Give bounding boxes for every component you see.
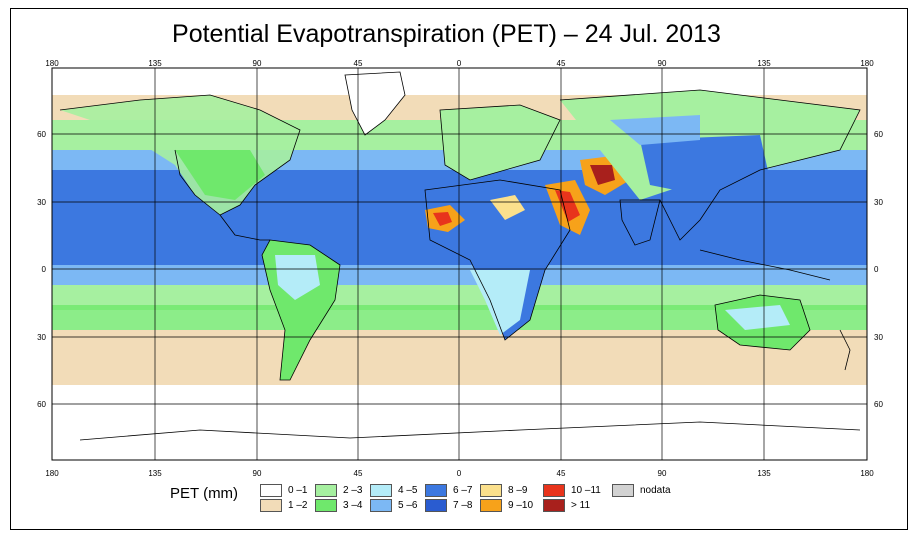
legend-item: 1 –2: [260, 499, 307, 512]
legend-swatch: [370, 499, 392, 512]
lat-tick-right: 30: [874, 198, 883, 207]
lat-tick-right: 60: [874, 400, 883, 409]
legend-swatch: [612, 484, 634, 497]
lon-tick-bottom: 180: [45, 469, 59, 478]
lon-tick-bottom: 0: [457, 469, 462, 478]
legend-item: 8 –9: [480, 484, 527, 497]
legend-swatch: [543, 484, 565, 497]
legend-item: nodata: [612, 484, 671, 497]
legend-label: 2 –3: [343, 485, 363, 496]
legend-item: 6 –7: [425, 484, 472, 497]
legend-label: 10 –11: [571, 485, 601, 496]
legend-item: 10 –11: [543, 484, 601, 497]
lon-tick-top: 135: [148, 59, 162, 68]
lon-tick-bottom: 90: [658, 469, 667, 478]
lat-tick-right: 0: [874, 265, 879, 274]
legend-label: nodata: [640, 485, 671, 496]
legend-item: 9 –10: [480, 499, 533, 512]
lon-tick-bottom: 180: [860, 469, 874, 478]
legend-swatch: [315, 499, 337, 512]
legend-label: 3 –4: [343, 500, 363, 511]
lon-tick-top: 180: [860, 59, 874, 68]
lat-tick-left: 60: [37, 400, 46, 409]
lon-tick-bottom: 90: [253, 469, 262, 478]
legend-swatch: [370, 484, 392, 497]
lon-tick-bottom: 45: [557, 469, 566, 478]
legend-swatch: [480, 499, 502, 512]
legend-swatch: [425, 484, 447, 497]
lon-tick-bottom: 135: [148, 469, 162, 478]
lon-tick-top: 0: [457, 59, 462, 68]
legend-label: 5 –6: [398, 500, 418, 511]
graticule: [52, 68, 867, 460]
legend-label: > 11: [571, 500, 590, 511]
legend-swatch: [543, 499, 565, 512]
lat-tick-left: 0: [42, 265, 47, 274]
legend-item: 2 –3: [315, 484, 362, 497]
legend-label: 8 –9: [508, 485, 528, 496]
lat-tick-left: 60: [37, 130, 46, 139]
legend-item: > 11: [543, 499, 590, 512]
lat-tick-right: 30: [874, 333, 883, 342]
legend-item: 4 –5: [370, 484, 417, 497]
legend-swatch: [260, 499, 282, 512]
lon-tick-top: 180: [45, 59, 59, 68]
lat-tick-left: 30: [37, 333, 46, 342]
legend-swatch: [315, 484, 337, 497]
pet-field: [52, 68, 867, 460]
legend-title: PET (mm): [170, 485, 239, 502]
lon-tick-top: 45: [557, 59, 566, 68]
lat-tick-left: 30: [37, 198, 46, 207]
lon-tick-top: 45: [354, 59, 363, 68]
legend-swatch: [260, 484, 282, 497]
map-title: Potential Evapotranspiration (PET) – 24 …: [172, 20, 721, 48]
lon-tick-bottom: 135: [757, 469, 771, 478]
legend-swatch: [425, 499, 447, 512]
legend-label: 6 –7: [453, 485, 473, 496]
lon-tick-bottom: 45: [354, 469, 363, 478]
coastlines: [59, 71, 861, 441]
legend-item: 5 –6: [370, 499, 417, 512]
legend-label: 1 –2: [288, 500, 308, 511]
legend-label: 0 –1: [288, 485, 308, 496]
legend-swatch: [480, 484, 502, 497]
legend-label: 9 –10: [508, 500, 534, 511]
legend-item: 3 –4: [315, 499, 362, 512]
lon-tick-top: 90: [658, 59, 667, 68]
legend-item: 0 –1: [260, 484, 307, 497]
lon-tick-top: 90: [253, 59, 262, 68]
legend-label: 7 –8: [453, 500, 473, 511]
legend-label: 4 –5: [398, 485, 418, 496]
lat-tick-right: 60: [874, 130, 883, 139]
map-border: [51, 67, 868, 461]
legend-item: 7 –8: [425, 499, 472, 512]
lon-tick-top: 135: [757, 59, 771, 68]
